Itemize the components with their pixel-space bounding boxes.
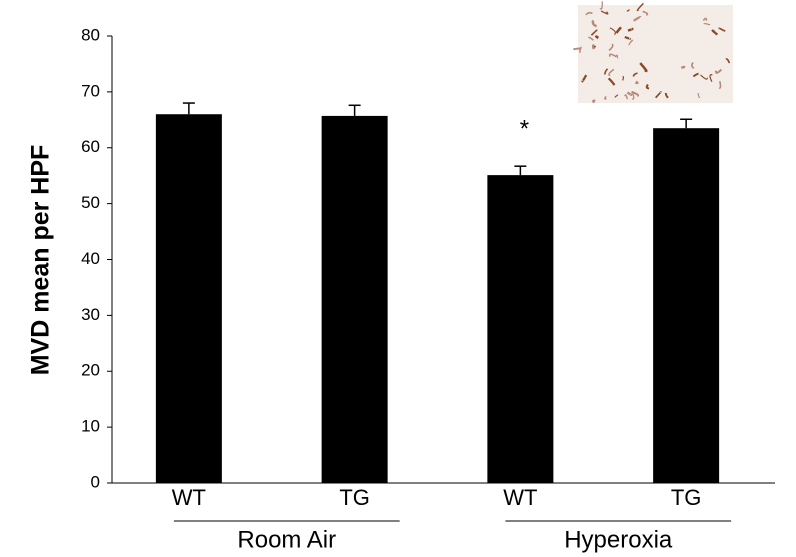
inset-texture xyxy=(703,22,711,26)
inset-texture xyxy=(573,47,582,51)
inset-texture xyxy=(599,1,603,10)
x-tick-label: TG xyxy=(671,485,702,510)
inset-texture xyxy=(664,92,669,99)
inset-texture xyxy=(615,54,619,59)
inset-texture xyxy=(609,27,616,36)
inset-texture xyxy=(631,92,635,100)
group-label: Hyperoxia xyxy=(564,526,673,553)
inset-texture xyxy=(604,96,607,100)
inset-background xyxy=(578,5,733,103)
annotation: * xyxy=(520,116,529,143)
inset-texture xyxy=(636,2,644,12)
inset-texture xyxy=(585,11,593,16)
y-tick-label: 70 xyxy=(81,81,100,100)
inset-texture xyxy=(697,92,701,99)
inset-texture xyxy=(600,10,609,15)
inset-texture xyxy=(594,35,599,40)
inset-texture xyxy=(691,62,695,70)
y-tick-label: 20 xyxy=(81,361,100,380)
inset-texture xyxy=(615,26,622,34)
y-axis-label: MVD mean per HPF xyxy=(27,145,55,376)
inset-texture xyxy=(655,91,662,99)
inset-image xyxy=(573,1,733,103)
bar xyxy=(321,115,388,484)
inset-texture xyxy=(608,53,617,58)
inset-texture xyxy=(725,58,731,64)
inset-texture xyxy=(632,72,638,77)
inset-texture xyxy=(692,72,699,78)
inset-texture xyxy=(633,16,642,22)
inset-texture xyxy=(591,44,595,50)
y-tick-label: 50 xyxy=(81,193,100,212)
inset-texture xyxy=(714,68,723,74)
y-tick-label: 30 xyxy=(81,305,100,324)
y-tick-label: 60 xyxy=(81,137,100,156)
inset-texture xyxy=(642,10,649,16)
inset-texture xyxy=(604,68,609,75)
inset-texture xyxy=(627,27,634,32)
inset-texture xyxy=(608,68,615,77)
y-tick-label: 10 xyxy=(81,417,100,436)
inset-texture xyxy=(680,65,686,69)
inset-texture xyxy=(635,80,639,85)
inset-texture xyxy=(614,94,619,98)
inset-texture xyxy=(718,27,726,32)
x-tick-label: WT xyxy=(503,485,537,510)
inset-texture xyxy=(624,94,629,100)
inset-texture xyxy=(639,62,648,73)
inset-texture xyxy=(608,43,614,51)
y-tick-label: 80 xyxy=(81,25,100,44)
inset-texture xyxy=(645,83,650,90)
inset-texture xyxy=(624,36,632,40)
y-tick-label: 0 xyxy=(91,472,100,491)
inset-texture xyxy=(702,17,708,21)
inset-texture xyxy=(626,9,630,12)
bar xyxy=(653,128,720,483)
group-label: Room Air xyxy=(237,526,336,553)
bar xyxy=(487,175,554,483)
inset-texture xyxy=(592,99,596,103)
inset-texture xyxy=(628,39,634,46)
inset-texture xyxy=(711,29,719,36)
inset-texture xyxy=(626,91,633,97)
inset-texture xyxy=(622,76,625,81)
y-tick-label: 40 xyxy=(81,249,100,268)
inset-texture xyxy=(591,19,598,28)
bar xyxy=(155,114,222,483)
x-tick-label: WT xyxy=(172,485,206,510)
inset-texture xyxy=(607,77,616,86)
inset-texture xyxy=(631,90,640,97)
inset-texture xyxy=(587,36,594,41)
inset-texture xyxy=(590,29,598,36)
x-tick-label: TG xyxy=(339,485,370,510)
inset-texture xyxy=(700,74,708,80)
inset-texture xyxy=(718,81,722,89)
inset-texture xyxy=(709,74,713,82)
